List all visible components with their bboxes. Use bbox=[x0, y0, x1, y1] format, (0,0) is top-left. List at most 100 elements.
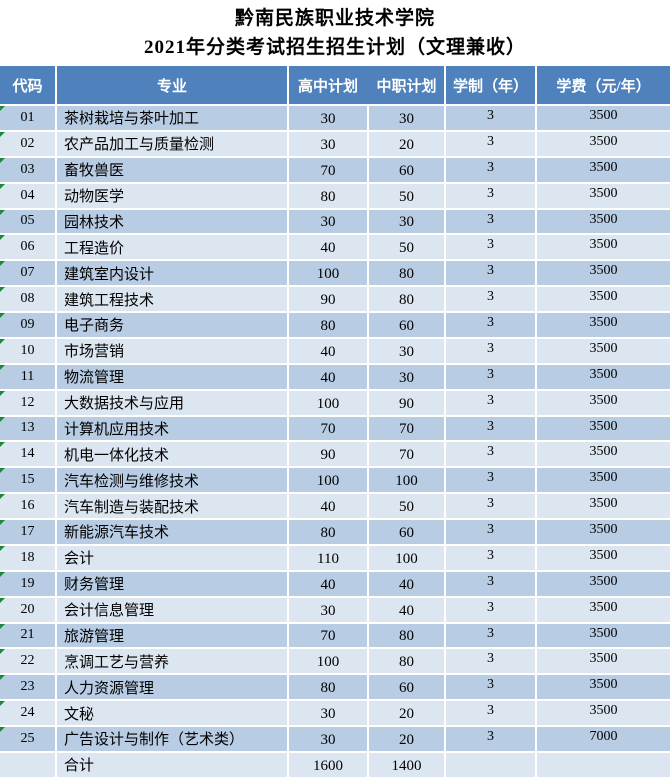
text-number-flag-icon bbox=[0, 597, 5, 603]
code-text: 04 bbox=[20, 187, 35, 203]
text-number-flag-icon bbox=[0, 520, 5, 525]
code-text: 17 bbox=[20, 523, 35, 539]
cell-fee: 7000 bbox=[537, 725, 670, 751]
cell-years: 3 bbox=[446, 129, 537, 156]
cell-code: 02 bbox=[0, 129, 57, 156]
cell-code: 25 bbox=[0, 725, 57, 751]
cell-hs-plan: 80 bbox=[289, 311, 369, 337]
cell-fee: 3500 bbox=[537, 543, 670, 570]
text-number-flag-icon bbox=[0, 545, 5, 551]
code-text: 12 bbox=[20, 394, 35, 410]
cell-voc-plan: 60 bbox=[369, 518, 446, 544]
cell-hs-plan: 100 bbox=[289, 466, 369, 493]
code-text: 25 bbox=[20, 730, 35, 746]
cell-fee: 3500 bbox=[537, 440, 670, 467]
table-row: 24 文秘 30 20 3 3500 bbox=[0, 699, 670, 725]
cell-years: 3 bbox=[446, 569, 537, 596]
code-text: 03 bbox=[20, 161, 35, 177]
cell-code: 11 bbox=[0, 362, 57, 389]
code-text: 07 bbox=[20, 265, 35, 281]
table-row: 06 工程造价 40 50 3 3500 bbox=[0, 233, 670, 260]
cell-code: 06 bbox=[0, 233, 57, 260]
cell-voc-plan: 80 bbox=[369, 259, 446, 286]
text-number-flag-icon bbox=[0, 701, 5, 707]
cell-fee: 3500 bbox=[537, 647, 670, 674]
text-number-flag-icon bbox=[0, 364, 5, 370]
header-cell-hs-plan: 高中计划 bbox=[289, 66, 369, 104]
cell-code: 14 bbox=[0, 440, 57, 467]
cell-hs-plan: 70 bbox=[289, 414, 369, 441]
text-number-flag-icon bbox=[0, 209, 5, 215]
table-row: 23 人力资源管理 80 60 3 3500 bbox=[0, 673, 670, 700]
cell-code: 13 bbox=[0, 414, 57, 441]
cell-hs-plan: 100 bbox=[289, 388, 369, 415]
table-header-row: 代码 专业 高中计划 中职计划 学制（年） 学费（元/年） bbox=[0, 66, 670, 104]
table-row: 03 畜牧兽医 70 60 3 3500 bbox=[0, 155, 670, 182]
cell-hs-plan: 40 bbox=[289, 233, 369, 260]
cell-hs-plan: 40 bbox=[289, 569, 369, 596]
table-row: 14 机电一体化技术 90 70 3 3500 bbox=[0, 440, 670, 467]
code-text: 02 bbox=[20, 135, 35, 151]
cell-major: 计算机应用技术 bbox=[57, 414, 289, 441]
cell-years: 3 bbox=[446, 207, 537, 234]
code-text: 16 bbox=[20, 498, 35, 514]
cell-years: 3 bbox=[446, 285, 537, 311]
cell-hs-plan: 110 bbox=[289, 543, 369, 570]
table-row: 17 新能源汽车技术 80 60 3 3500 bbox=[0, 518, 670, 544]
cell-hs-plan: 30 bbox=[289, 129, 369, 156]
cell-major: 畜牧兽医 bbox=[57, 155, 289, 182]
cell-code: 10 bbox=[0, 336, 57, 363]
cell-years: 3 bbox=[446, 336, 537, 363]
cell-voc-plan: 20 bbox=[369, 725, 446, 751]
cell-major: 茶树栽培与茶叶加工 bbox=[57, 104, 289, 130]
code-text: 21 bbox=[20, 627, 35, 643]
text-number-flag-icon bbox=[0, 261, 5, 267]
text-number-flag-icon bbox=[0, 313, 5, 318]
cell-hs-plan: 30 bbox=[289, 725, 369, 751]
cell-major: 动物医学 bbox=[57, 181, 289, 208]
cell-voc-plan: 90 bbox=[369, 388, 446, 415]
text-number-flag-icon bbox=[0, 235, 5, 241]
cell-years: 3 bbox=[446, 595, 537, 622]
cell-code: 15 bbox=[0, 466, 57, 493]
cell-code: 20 bbox=[0, 595, 57, 622]
text-number-flag-icon bbox=[0, 571, 5, 577]
cell-voc-plan: 80 bbox=[369, 285, 446, 311]
table-row: 10 市场营销 40 30 3 3500 bbox=[0, 336, 670, 363]
header-cell-voc-plan: 中职计划 bbox=[369, 66, 446, 104]
code-text: 09 bbox=[20, 316, 35, 332]
cell-major: 建筑工程技术 bbox=[57, 285, 289, 311]
table-row: 02 农产品加工与质量检测 30 20 3 3500 bbox=[0, 129, 670, 156]
cell-fee: 3500 bbox=[537, 414, 670, 441]
cell-voc-plan: 1400 bbox=[369, 750, 446, 777]
code-text: 10 bbox=[20, 342, 35, 358]
cell-voc-plan: 80 bbox=[369, 647, 446, 674]
cell-fee: 3500 bbox=[537, 699, 670, 725]
cell-code: 17 bbox=[0, 518, 57, 544]
cell-hs-plan: 90 bbox=[289, 440, 369, 467]
cell-fee: 3500 bbox=[537, 466, 670, 493]
cell-voc-plan: 40 bbox=[369, 595, 446, 622]
cell-hs-plan: 80 bbox=[289, 518, 369, 544]
cell-years: 3 bbox=[446, 725, 537, 751]
cell-hs-plan: 30 bbox=[289, 595, 369, 622]
cell-years: 3 bbox=[446, 233, 537, 260]
cell-hs-plan: 40 bbox=[289, 336, 369, 363]
cell-code bbox=[0, 750, 57, 777]
text-number-flag-icon bbox=[0, 623, 5, 629]
cell-years: 3 bbox=[446, 104, 537, 130]
code-text: 14 bbox=[20, 446, 35, 462]
cell-fee: 3500 bbox=[537, 207, 670, 234]
cell-hs-plan: 80 bbox=[289, 673, 369, 700]
cell-hs-plan: 70 bbox=[289, 621, 369, 648]
cell-years: 3 bbox=[446, 699, 537, 725]
cell-major: 建筑室内设计 bbox=[57, 259, 289, 286]
cell-hs-plan: 40 bbox=[289, 362, 369, 389]
cell-hs-plan: 30 bbox=[289, 104, 369, 130]
cell-hs-plan: 1600 bbox=[289, 750, 369, 777]
cell-hs-plan: 80 bbox=[289, 181, 369, 208]
text-number-flag-icon bbox=[0, 442, 5, 448]
cell-major: 汽车检测与维修技术 bbox=[57, 466, 289, 493]
cell-hs-plan: 100 bbox=[289, 259, 369, 286]
